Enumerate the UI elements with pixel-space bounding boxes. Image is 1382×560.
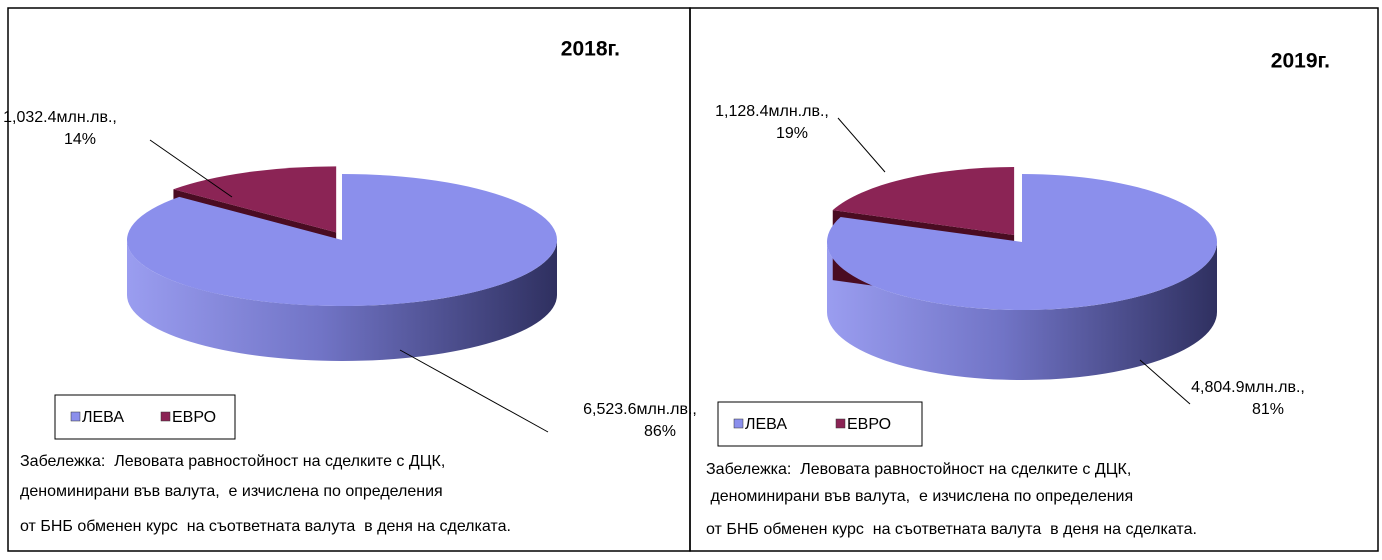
legend-label: ЕВРО [847,416,891,433]
slice [127,174,558,306]
legend-label: ЛЕВА [82,409,124,426]
legend-swatch [835,418,846,429]
legend-swatch [733,418,744,429]
chart-title: 2018г. [561,38,620,61]
data-label: 81% [1252,401,1284,418]
note: деноминирани във валута, е изчислена по … [706,488,1133,505]
slice [832,167,1015,236]
note: деноминирани във валута, е изчислена по … [20,483,443,500]
data-label: 6,523.6млн.лв., [583,401,697,418]
legend-box [717,401,923,447]
slice-side [827,242,1217,380]
leader-line [1139,359,1191,405]
panel [689,7,1379,552]
data-label: 86% [644,423,676,440]
data-label: 1,032.4млн.лв., [3,109,117,126]
note: от БНБ обменен курс на съответната валут… [706,521,1197,538]
legend-label: ЕВРО [172,409,216,426]
note: от БНБ обменен курс на съответната валут… [20,518,511,535]
note: Забележка: Левовата равностойност на сде… [20,453,445,470]
chart-title: 2019г. [1271,50,1330,73]
data-label: 14% [64,131,96,148]
data-label: 4,804.9млн.лв., [1191,379,1305,396]
note: Забележка: Левовата равностойност на сде… [706,461,1131,478]
slice-side [127,240,557,361]
leader-line [837,117,886,173]
data-label: 1,128.4млн.лв., [715,103,829,120]
slice [826,174,1217,310]
legend-swatch [160,411,171,422]
legend-box [54,394,236,440]
legend-swatch [70,411,81,422]
data-label: 19% [776,125,808,142]
legend-label: ЛЕВА [745,416,787,433]
slice [173,166,337,233]
leader-line [399,349,549,433]
leader-line [149,139,233,198]
